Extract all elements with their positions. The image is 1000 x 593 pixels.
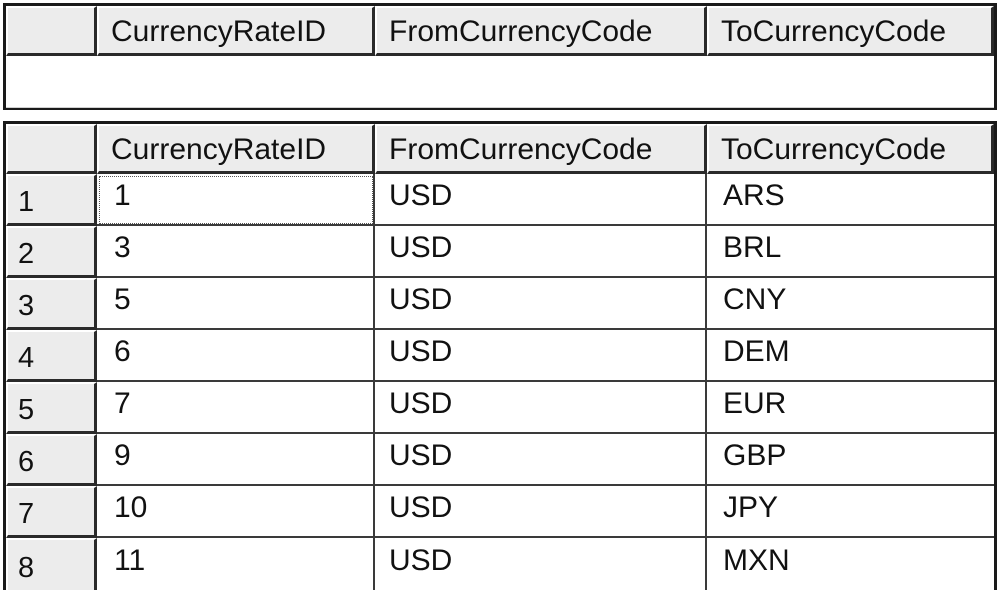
table-row[interactable]: 2 3 USD BRL bbox=[6, 226, 994, 278]
cell-tocurrencycode[interactable]: JPY bbox=[707, 486, 994, 538]
table-row[interactable]: 3 5 USD CNY bbox=[6, 278, 994, 330]
row-number[interactable]: 1 bbox=[6, 174, 97, 226]
cell-tocurrencycode[interactable]: GBP bbox=[707, 434, 994, 486]
cell-tocurrencycode[interactable]: MXN bbox=[707, 538, 994, 590]
empty-results-area bbox=[6, 56, 994, 108]
column-header-tocurrencycode[interactable]: ToCurrencyCode bbox=[707, 124, 994, 174]
cell-fromcurrencycode[interactable]: USD bbox=[375, 486, 707, 538]
row-number[interactable]: 6 bbox=[6, 434, 97, 486]
cell-fromcurrencycode[interactable]: USD bbox=[375, 434, 707, 486]
row-number[interactable]: 8 bbox=[6, 538, 97, 590]
cell-currencyrateid[interactable]: 3 bbox=[97, 226, 375, 278]
cell-currencyrateid[interactable]: 1 bbox=[97, 174, 375, 226]
row-number[interactable]: 7 bbox=[6, 486, 97, 538]
cell-tocurrencycode[interactable]: CNY bbox=[707, 278, 994, 330]
column-header-fromcurrencycode[interactable]: FromCurrencyCode bbox=[375, 124, 707, 174]
cell-tocurrencycode[interactable]: DEM bbox=[707, 330, 994, 382]
row-number[interactable]: 5 bbox=[6, 382, 97, 434]
column-header-currencyrateid[interactable]: CurrencyRateID bbox=[97, 124, 375, 174]
select-all-corner[interactable] bbox=[6, 6, 97, 56]
column-header-fromcurrencycode[interactable]: FromCurrencyCode bbox=[375, 6, 707, 56]
cell-currencyrateid[interactable]: 7 bbox=[97, 382, 375, 434]
cell-currencyrateid[interactable]: 5 bbox=[97, 278, 375, 330]
cell-fromcurrencycode[interactable]: USD bbox=[375, 278, 707, 330]
row-number[interactable]: 3 bbox=[6, 278, 97, 330]
column-header-currencyrateid[interactable]: CurrencyRateID bbox=[97, 6, 375, 56]
cell-currencyrateid[interactable]: 9 bbox=[97, 434, 375, 486]
cell-currencyrateid[interactable]: 10 bbox=[97, 486, 375, 538]
cell-tocurrencycode[interactable]: BRL bbox=[707, 226, 994, 278]
cell-tocurrencycode[interactable]: EUR bbox=[707, 382, 994, 434]
table-row[interactable]: 6 9 USD GBP bbox=[6, 434, 994, 486]
cell-fromcurrencycode[interactable]: USD bbox=[375, 382, 707, 434]
cell-tocurrencycode[interactable]: ARS bbox=[707, 174, 994, 226]
table-row[interactable]: 5 7 USD EUR bbox=[6, 382, 994, 434]
table-row[interactable]: 8 11 USD MXN bbox=[6, 538, 994, 590]
results-grid[interactable]: CurrencyRateID FromCurrencyCode ToCurren… bbox=[3, 121, 997, 590]
cell-fromcurrencycode[interactable]: USD bbox=[375, 226, 707, 278]
cell-fromcurrencycode[interactable]: USD bbox=[375, 174, 707, 226]
cell-fromcurrencycode[interactable]: USD bbox=[375, 538, 707, 590]
column-header-row: CurrencyRateID FromCurrencyCode ToCurren… bbox=[6, 124, 994, 174]
column-header-tocurrencycode[interactable]: ToCurrencyCode bbox=[707, 6, 994, 56]
row-number[interactable]: 4 bbox=[6, 330, 97, 382]
select-all-corner[interactable] bbox=[6, 124, 97, 174]
cell-fromcurrencycode[interactable]: USD bbox=[375, 330, 707, 382]
cell-currencyrateid[interactable]: 6 bbox=[97, 330, 375, 382]
cell-currencyrateid[interactable]: 11 bbox=[97, 538, 375, 590]
table-row[interactable]: 4 6 USD DEM bbox=[6, 330, 994, 382]
column-header-row: CurrencyRateID FromCurrencyCode ToCurren… bbox=[6, 6, 994, 56]
row-number[interactable]: 2 bbox=[6, 226, 97, 278]
results-grid-empty[interactable]: CurrencyRateID FromCurrencyCode ToCurren… bbox=[3, 3, 997, 110]
table-row[interactable]: 7 10 USD JPY bbox=[6, 486, 994, 538]
table-row[interactable]: 1 1 USD ARS bbox=[6, 174, 994, 226]
